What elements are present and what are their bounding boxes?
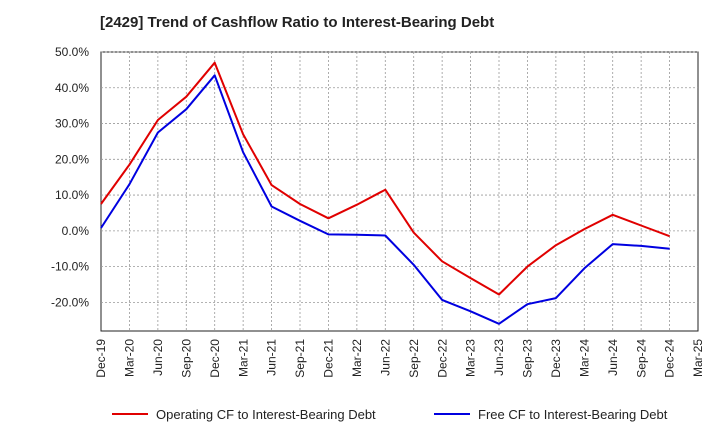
grid-layer <box>101 51 698 331</box>
x-tick-label: Jun-24 <box>606 339 620 376</box>
x-tick-label: Jun-22 <box>378 339 392 376</box>
x-tick-label: Mar-20 <box>123 339 137 377</box>
x-tick-label: Mar-23 <box>464 339 478 377</box>
x-tick-label: Dec-21 <box>322 339 336 378</box>
x-tick-label: Sep-22 <box>407 339 421 378</box>
x-tick-label: Dec-20 <box>208 339 222 378</box>
x-tick-label: Dec-24 <box>663 339 677 378</box>
plot-area <box>100 51 699 332</box>
series-line-2 <box>100 74 670 325</box>
y-tick-label: 0.0% <box>62 224 90 238</box>
x-tick-label: Sep-20 <box>179 339 193 378</box>
x-tick-label: Mar-22 <box>350 339 364 377</box>
x-tick-label: Jun-20 <box>151 339 165 376</box>
y-tick-label: 50.0% <box>55 45 89 59</box>
x-tick-label: Mar-25 <box>691 339 705 377</box>
x-tick-label: Mar-21 <box>236 339 250 377</box>
y-tick-label: -20.0% <box>51 295 89 309</box>
legend-label-1: Operating CF to Interest-Bearing Debt <box>156 407 376 422</box>
y-tick-label: 10.0% <box>55 188 89 202</box>
x-tick-label: Sep-21 <box>293 339 307 378</box>
series-line-1 <box>100 61 670 296</box>
x-tick-label: Dec-22 <box>435 339 449 378</box>
x-tick-label: Jun-23 <box>492 339 506 376</box>
x-tick-label: Sep-24 <box>634 339 648 378</box>
x-tick-label: Jun-21 <box>265 339 279 376</box>
chart-title: [2429] Trend of Cashflow Ratio to Intere… <box>100 14 495 31</box>
y-tick-label: -10.0% <box>51 260 89 274</box>
legend-label-2: Free CF to Interest-Bearing Debt <box>478 407 668 422</box>
x-tick-label: Sep-23 <box>521 339 535 378</box>
x-tick-label: Mar-24 <box>577 339 591 377</box>
series-layer <box>100 61 670 325</box>
x-tick-label: Dec-19 <box>94 339 108 378</box>
legend: Operating CF to Interest-Bearing Debt Fre… <box>112 407 668 422</box>
y-tick-label: 30.0% <box>55 117 89 131</box>
y-tick-label: 20.0% <box>55 152 89 166</box>
x-tick-label: Dec-23 <box>549 339 563 378</box>
y-axis-ticks: 50.0% 40.0% 30.0% 20.0% 10.0% 0.0% -10.0% -20.0… <box>51 45 89 309</box>
y-tick-label: 40.0% <box>55 81 89 95</box>
x-axis-ticks: Dec-19 Mar-20 Jun-20 Sep-20 Dec-20 Mar-21 Jun-… <box>94 339 705 378</box>
